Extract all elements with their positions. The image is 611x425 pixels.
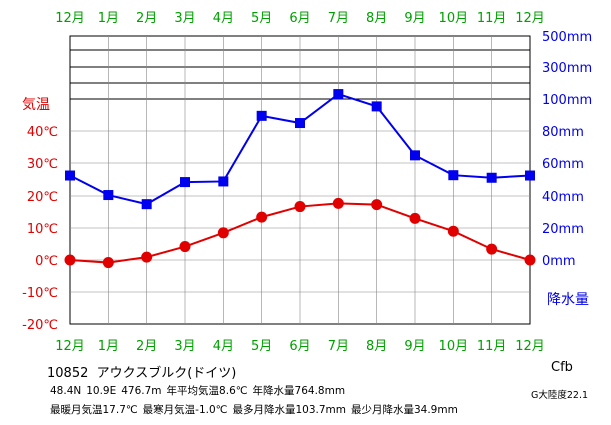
- month-label-top: 12月: [515, 11, 545, 26]
- station-elevation: 476.7m: [121, 385, 162, 397]
- precipitation-tick-label: 0mm: [542, 254, 576, 269]
- temperature-point: [256, 211, 268, 223]
- station-title: 10852 アウクスブルク(ドイツ): [47, 362, 236, 381]
- temperature-tick-label: -10℃: [22, 286, 58, 301]
- precipitation-point: [141, 199, 152, 210]
- month-label-bottom: 11月: [477, 339, 507, 354]
- driest-month: 最少月降水量34.9mm: [350, 404, 458, 416]
- month-label-bottom: 9月: [404, 339, 425, 354]
- temperature-tick-label: 10℃: [27, 222, 58, 237]
- station-lat: 48.4N: [50, 385, 82, 397]
- station-code: 10852: [47, 366, 89, 381]
- precipitation-tick-label: 60mm: [542, 157, 584, 172]
- month-label-bottom: 12月: [55, 339, 85, 354]
- temperature-point: [64, 254, 76, 266]
- precipitation-point: [486, 172, 497, 183]
- precipitation-point: [65, 170, 75, 181]
- precipitation-tick-label: 80mm: [542, 125, 584, 140]
- month-label-bottom: 5月: [251, 339, 272, 354]
- temperature-axis-title: 気温: [22, 97, 50, 113]
- month-label-bottom: 2月: [136, 339, 157, 354]
- temperature-tick-label: 0℃: [35, 254, 58, 269]
- month-labels-bottom: 12月 1月 2月 3月 4月 5月 6月 7月 8月 9月 10月 11月 12月: [55, 339, 545, 354]
- precipitation-tick-label: 40mm: [542, 190, 584, 205]
- precipitation-point: [448, 170, 459, 181]
- temperature-point: [102, 257, 114, 269]
- precipitation-point: [371, 101, 382, 112]
- precipitation-tick-label: 100mm: [542, 93, 592, 108]
- temperature-tick-label: -20℃: [22, 318, 58, 333]
- precipitation-axis-title: 降水量: [547, 292, 589, 308]
- precipitation-point: [410, 150, 420, 161]
- station-stats-line1: 48.4N 10.9E 476.7m 年平均気温8.6℃ 年降水量764.8mm: [50, 383, 345, 398]
- continentality-index: G大陸度22.1: [531, 390, 589, 401]
- month-label-top: 7月: [328, 11, 349, 26]
- month-label-bottom: 1月: [98, 339, 119, 354]
- temperature-point: [486, 243, 498, 255]
- month-label-top: 12月: [55, 11, 85, 26]
- annual-precipitation: 年降水量764.8mm: [252, 385, 346, 397]
- precipitation-point: [256, 110, 267, 121]
- temperature-point: [332, 197, 344, 209]
- precipitation-tick-label: 300mm: [542, 61, 592, 76]
- precipitation-tick-label: 20mm: [542, 222, 584, 237]
- climate-classification: Cfb: [551, 360, 573, 375]
- month-label-bottom: 7月: [328, 339, 349, 354]
- climate-chart: 12月 1月 2月 3月 4月 5月 6月 7月 8月 9月 10月 11月 12月 12月 1月 2月 3月…: [22, 11, 592, 354]
- temperature-tick-label: 40℃: [27, 125, 58, 140]
- wettest-month: 最多月降水量103.7mm: [232, 404, 346, 416]
- temperature-point: [409, 212, 421, 224]
- month-label-bottom: 8月: [366, 339, 387, 354]
- temperature-point: [371, 199, 383, 211]
- month-label-top: 1月: [98, 11, 119, 26]
- precipitation-point: [333, 89, 344, 100]
- station-name: アウクスブルク(ドイツ): [96, 366, 237, 381]
- precipitation-point: [295, 118, 305, 129]
- temperature-tick-label: 20℃: [27, 190, 58, 205]
- station-lon: 10.9E: [86, 385, 117, 397]
- month-label-top: 8月: [366, 11, 387, 26]
- month-label-top: 6月: [289, 11, 310, 26]
- temperature-point: [141, 251, 153, 263]
- temperature-point: [447, 225, 459, 237]
- temperature-point: [524, 254, 536, 266]
- month-label-bottom: 12月: [515, 339, 545, 354]
- month-label-top: 3月: [174, 11, 195, 26]
- precipitation-point: [218, 176, 229, 187]
- month-label-top: 10月: [439, 11, 469, 26]
- warmest-month: 最暖月気温17.7℃: [50, 404, 138, 416]
- annual-temperature: 年平均気温8.6℃: [166, 385, 248, 397]
- chart-grid: [69, 35, 531, 325]
- month-labels-top: 12月 1月 2月 3月 4月 5月 6月 7月 8月 9月 10月 11月 12月: [55, 11, 545, 26]
- month-label-top: 11月: [477, 11, 507, 26]
- station-stats-line2: 最暖月気温17.7℃ 最寒月気温-1.0℃ 最多月降水量103.7mm 最少月降水量3…: [50, 402, 458, 417]
- precipitation-point: [180, 177, 190, 188]
- month-label-bottom: 10月: [439, 339, 469, 354]
- precipitation-point: [103, 190, 114, 201]
- temperature-tick-label: 30℃: [27, 157, 58, 172]
- temperature-point: [217, 227, 229, 239]
- chart-series: [64, 89, 536, 269]
- temperature-axis: 気温 40℃ 30℃ 20℃ 10℃ 0℃ -10℃ -20℃: [22, 97, 58, 333]
- temperature-point: [294, 201, 306, 213]
- precipitation-tick-label: 500mm: [542, 30, 592, 45]
- month-label-bottom: 4月: [213, 339, 234, 354]
- month-label-top: 2月: [136, 11, 157, 26]
- month-label-top: 4月: [213, 11, 234, 26]
- precipitation-axis: 500mm 300mm 100mm 80mm 60mm 40mm 20mm 0mm 降水量: [542, 30, 592, 308]
- month-label-top: 5月: [251, 11, 272, 26]
- precipitation-point: [525, 170, 535, 181]
- coldest-month: 最寒月気温-1.0℃: [142, 404, 228, 416]
- month-label-bottom: 3月: [174, 339, 195, 354]
- month-label-bottom: 6月: [289, 339, 310, 354]
- temperature-point: [179, 241, 191, 253]
- month-label-top: 9月: [404, 11, 425, 26]
